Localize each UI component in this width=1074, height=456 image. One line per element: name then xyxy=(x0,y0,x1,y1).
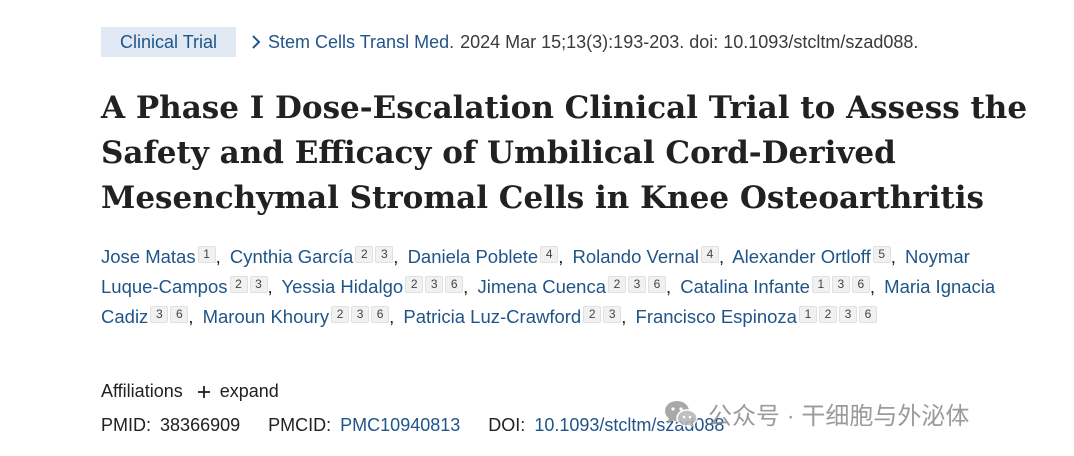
author-link[interactable]: Alexander Ortloff xyxy=(732,246,871,267)
author-link[interactable]: Francisco Espinoza xyxy=(635,306,797,327)
plus-icon xyxy=(197,385,210,398)
affiliation-ref[interactable]: 2 xyxy=(405,276,424,293)
affiliation-ref[interactable]: 3 xyxy=(249,276,268,293)
watermark: 公众号 · 干细胞与外泌体 xyxy=(664,396,969,431)
identifiers-row: PMID: 38366909 PMCID: PMC10940813 DOI: 1… xyxy=(101,415,724,436)
doi-label: DOI: xyxy=(488,415,526,435)
affiliation-ref[interactable]: 3 xyxy=(603,306,622,323)
affiliation-ref[interactable]: 3 xyxy=(351,306,370,323)
journal-link[interactable]: Stem Cells Transl Med. xyxy=(268,31,455,52)
author-link[interactable]: Noymar Luque-Campos xyxy=(101,246,970,297)
pmid-label: PMID: xyxy=(101,415,152,435)
affiliation-ref[interactable]: 6 xyxy=(170,306,189,323)
affiliation-ref[interactable]: 6 xyxy=(371,306,390,323)
affiliation-ref[interactable]: 2 xyxy=(355,246,374,263)
author-link[interactable]: Rolando Vernal xyxy=(572,246,699,267)
author-link[interactable]: Patricia Luz-Crawford xyxy=(403,306,582,327)
author-separator: , xyxy=(393,246,399,267)
affiliation-ref[interactable]: 6 xyxy=(445,276,464,293)
author-link[interactable]: Maroun Khoury xyxy=(202,306,330,327)
author-link[interactable]: Catalina Infante xyxy=(680,276,810,297)
affiliation-ref[interactable]: 2 xyxy=(229,276,248,293)
affiliation-ref[interactable]: 1 xyxy=(197,246,216,263)
author-separator: , xyxy=(869,276,876,297)
author-separator: , xyxy=(718,246,725,267)
citation-text: 2024 Mar 15;13(3):193-203. doi: 10.1093/… xyxy=(460,31,919,52)
author-separator: , xyxy=(890,246,896,267)
article-title: A Phase I Dose-Escalation Clinical Trial… xyxy=(101,90,1028,216)
affiliation-ref[interactable]: 3 xyxy=(425,276,444,293)
author-link[interactable]: Cynthia García xyxy=(229,246,354,267)
affiliation-ref[interactable]: 2 xyxy=(331,306,350,323)
affiliation-ref[interactable]: 4 xyxy=(540,246,559,263)
affiliation-ref[interactable]: 1 xyxy=(798,306,817,323)
watermark-text: 公众号 · 干细胞与外泌体 xyxy=(708,403,970,430)
article-meta-line: Clinical Trial Stem Cells Transl Med. 20… xyxy=(101,27,918,57)
affiliation-ref[interactable]: 2 xyxy=(608,276,626,293)
publication-type-badge[interactable]: Clinical Trial xyxy=(101,27,237,57)
affiliation-ref[interactable]: 6 xyxy=(851,276,870,293)
affiliation-ref[interactable]: 5 xyxy=(872,246,891,263)
pmcid-label: PMCID: xyxy=(268,415,332,435)
affiliation-ref[interactable]: 1 xyxy=(811,276,830,293)
affiliation-ref[interactable]: 3 xyxy=(838,306,857,323)
affiliation-ref[interactable]: 3 xyxy=(831,276,850,293)
authors-list: Jose Matas 1, Cynthia García 2 3, Daniela P… xyxy=(101,242,1021,332)
wechat-icon xyxy=(665,400,698,428)
affiliations-row: Affiliations expand xyxy=(101,381,279,402)
author-separator: , xyxy=(666,276,672,297)
author-separator: , xyxy=(558,246,564,267)
author-separator: , xyxy=(389,306,395,327)
affiliation-ref[interactable]: 6 xyxy=(858,306,877,323)
author-link[interactable]: Jimena Cuenca xyxy=(477,276,606,297)
pmid-value: 38366909 xyxy=(160,415,241,435)
author-separator: , xyxy=(215,246,221,267)
affiliations-label: Affiliations xyxy=(101,381,183,401)
affiliation-ref[interactable]: 3 xyxy=(628,276,646,293)
author-separator: , xyxy=(188,306,194,327)
affiliation-ref[interactable]: 2 xyxy=(818,306,837,323)
chevron-right-icon xyxy=(252,35,261,49)
pmcid-link[interactable]: PMC10940813 xyxy=(340,415,461,435)
author-separator: , xyxy=(621,306,627,327)
affiliation-ref[interactable]: 6 xyxy=(648,276,666,293)
author-separator: , xyxy=(267,276,273,297)
author-link[interactable]: Maria Ignacia Cadiz xyxy=(101,276,996,327)
affiliations-expand-button[interactable]: expand xyxy=(197,381,279,402)
author-link[interactable]: Yessia Hidalgo xyxy=(281,276,404,297)
affiliation-ref[interactable]: 2 xyxy=(583,306,602,323)
affiliation-ref[interactable]: 4 xyxy=(700,246,719,263)
author-link[interactable]: Daniela Poblete xyxy=(407,246,539,267)
expand-label: expand xyxy=(219,381,279,401)
author-link[interactable]: Jose Matas xyxy=(101,246,196,267)
affiliation-ref[interactable]: 3 xyxy=(150,306,169,323)
affiliation-ref[interactable]: 3 xyxy=(375,246,394,263)
author-separator: , xyxy=(463,276,469,297)
